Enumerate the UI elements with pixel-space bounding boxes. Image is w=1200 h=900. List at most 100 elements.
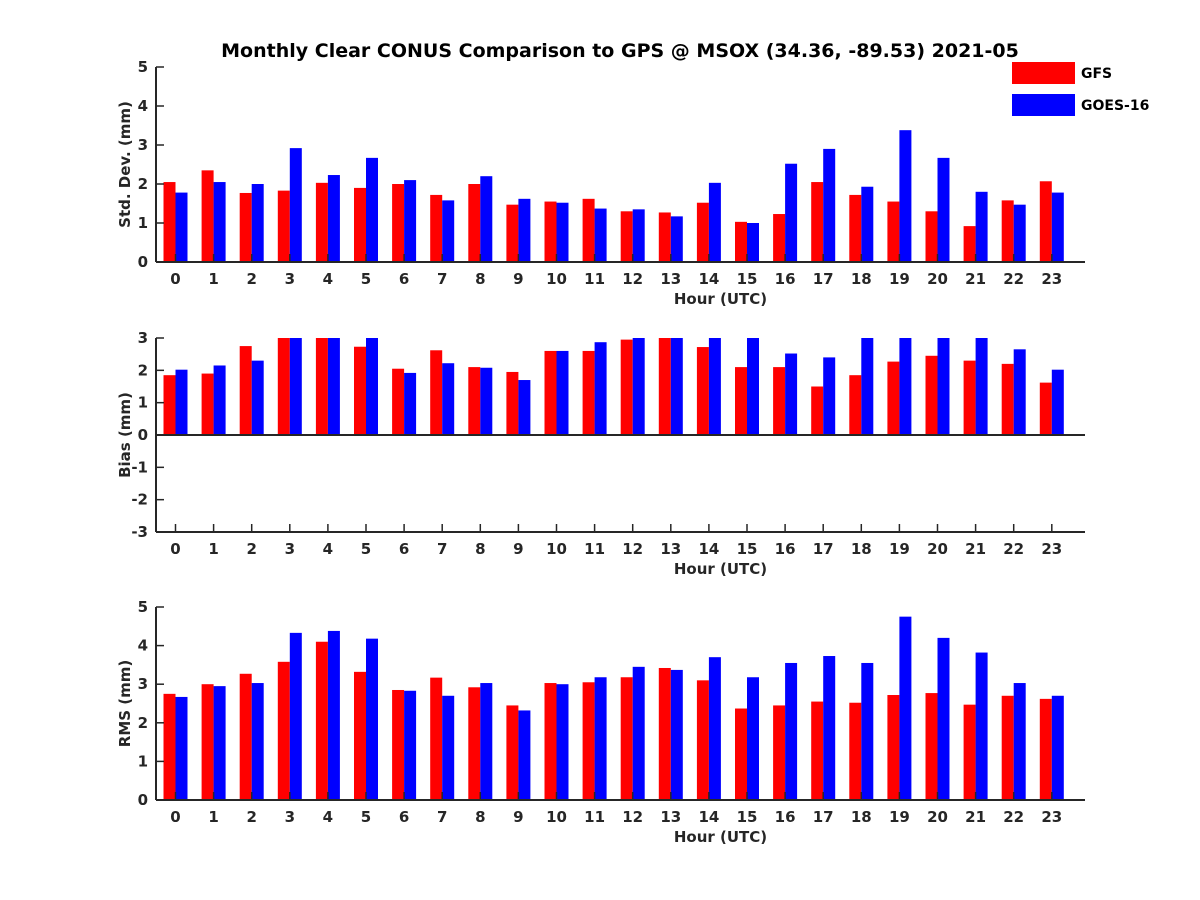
- bar-gfs-hour-5: [354, 671, 366, 800]
- bar-goes-16-hour-20: [937, 157, 950, 262]
- bar-gfs-hour-11: [582, 350, 595, 435]
- legend-label-goes-16: GOES-16: [1081, 98, 1149, 114]
- bar-gfs-hour-4: [315, 641, 328, 800]
- bar-goes-16-hour-9: [518, 198, 531, 262]
- bar-gfs-hour-2: [239, 673, 252, 800]
- y-tick-label: 5: [138, 58, 148, 76]
- bar-gfs-hour-12: [620, 339, 633, 435]
- bar-goes-16-hour-7: [442, 363, 455, 435]
- bar-gfs-hour-0: [163, 693, 176, 800]
- bar-goes-16-hour-11: [594, 342, 607, 435]
- bar-goes-16-hour-10: [556, 684, 569, 800]
- bar-gfs-hour-19: [887, 201, 900, 262]
- x-axis-label: Hour (UTC): [674, 560, 767, 578]
- bar-goes-16-hour-8: [480, 176, 493, 262]
- x-tick-label: 11: [584, 270, 605, 288]
- x-axis-label: Hour (UTC): [674, 290, 767, 308]
- x-tick-label: 15: [737, 540, 758, 558]
- x-tick-label: 12: [622, 808, 643, 826]
- bar-gfs-hour-4: [315, 182, 328, 262]
- legend-label-gfs: GFS: [1081, 66, 1112, 82]
- bar-goes-16-hour-18: [861, 186, 874, 262]
- bar-goes-16-hour-6: [404, 690, 417, 800]
- bar-goes-16-hour-13: [670, 669, 683, 800]
- x-tick-label: 12: [622, 540, 643, 558]
- bar-gfs-hour-20: [925, 211, 938, 262]
- x-tick-label: 7: [437, 540, 447, 558]
- bar-goes-16-hour-5: [366, 338, 378, 435]
- bar-gfs-hour-18: [849, 194, 862, 262]
- x-tick-label: 4: [323, 270, 333, 288]
- bar-goes-16-hour-14: [708, 338, 721, 435]
- bar-gfs-hour-23: [1039, 698, 1052, 800]
- x-tick-label: 1: [208, 270, 218, 288]
- bar-goes-16-hour-21: [975, 652, 988, 800]
- y-tick-label: 3: [138, 136, 148, 154]
- bar-goes-16-hour-7: [442, 200, 455, 262]
- x-axis-label: Hour (UTC): [674, 828, 767, 846]
- bar-goes-16-hour-23: [1051, 192, 1064, 262]
- bar-goes-16-hour-9: [518, 710, 531, 800]
- bar-gfs-hour-3: [277, 338, 290, 435]
- bar-gfs-hour-12: [620, 677, 633, 800]
- bar-gfs-hour-22: [1001, 695, 1014, 800]
- bar-goes-16-hour-18: [861, 338, 874, 435]
- bar-gfs-hour-16: [773, 705, 786, 800]
- bar-gfs-hour-16: [773, 214, 786, 262]
- y-tick-label: 0: [138, 791, 148, 809]
- y-tick-label: 0: [138, 426, 148, 444]
- bar-goes-16-hour-16: [785, 353, 798, 435]
- x-tick-label: 9: [513, 808, 523, 826]
- bar-goes-16-hour-0: [175, 192, 188, 262]
- x-tick-label: 6: [399, 270, 409, 288]
- x-tick-label: 8: [475, 270, 485, 288]
- bar-gfs-hour-9: [506, 705, 519, 800]
- bar-goes-16-hour-3: [289, 338, 302, 435]
- bar-gfs-hour-15: [735, 221, 747, 262]
- x-tick-label: 15: [737, 270, 758, 288]
- x-tick-label: 4: [323, 540, 333, 558]
- bar-goes-16-hour-19: [899, 130, 912, 262]
- bar-goes-16-hour-21: [975, 338, 988, 435]
- x-tick-label: 3: [285, 270, 295, 288]
- bar-goes-16-hour-8: [480, 367, 493, 435]
- bar-gfs-hour-0: [163, 375, 176, 435]
- bar-goes-16-hour-9: [518, 380, 531, 435]
- bar-gfs-hour-2: [239, 346, 252, 435]
- x-tick-label: 4: [323, 808, 333, 826]
- bar-goes-16-hour-1: [213, 182, 226, 262]
- bar-gfs-hour-8: [468, 367, 481, 435]
- x-tick-label: 18: [851, 270, 872, 288]
- x-tick-label: 14: [698, 270, 719, 288]
- bar-gfs-hour-5: [354, 346, 366, 435]
- bar-goes-16-hour-18: [861, 662, 874, 800]
- x-tick-label: 10: [546, 270, 567, 288]
- x-tick-label: 11: [584, 808, 605, 826]
- y-tick-label: -1: [131, 458, 148, 476]
- x-tick-label: 0: [170, 270, 180, 288]
- x-tick-label: 3: [285, 808, 295, 826]
- x-tick-label: 16: [775, 270, 796, 288]
- x-tick-label: 0: [170, 808, 180, 826]
- bar-gfs-hour-9: [506, 371, 519, 435]
- bar-gfs-hour-4: [315, 338, 328, 435]
- bar-gfs-hour-10: [544, 350, 557, 435]
- legend-swatch-gfs: [1012, 62, 1075, 84]
- bar-gfs-hour-6: [392, 689, 405, 800]
- x-tick-label: 16: [775, 808, 796, 826]
- x-tick-label: 23: [1041, 270, 1062, 288]
- bar-goes-16-hour-13: [670, 216, 683, 262]
- bar-gfs-hour-14: [696, 202, 709, 262]
- bar-goes-16-hour-17: [823, 656, 836, 800]
- x-tick-label: 9: [513, 540, 523, 558]
- x-tick-label: 1: [208, 808, 218, 826]
- bar-gfs-hour-3: [277, 661, 290, 800]
- y-tick-label: 1: [138, 394, 148, 412]
- bar-gfs-hour-10: [544, 201, 557, 262]
- bar-gfs-hour-8: [468, 687, 481, 800]
- bar-goes-16-hour-6: [404, 372, 417, 435]
- bar-goes-16-hour-23: [1051, 369, 1064, 435]
